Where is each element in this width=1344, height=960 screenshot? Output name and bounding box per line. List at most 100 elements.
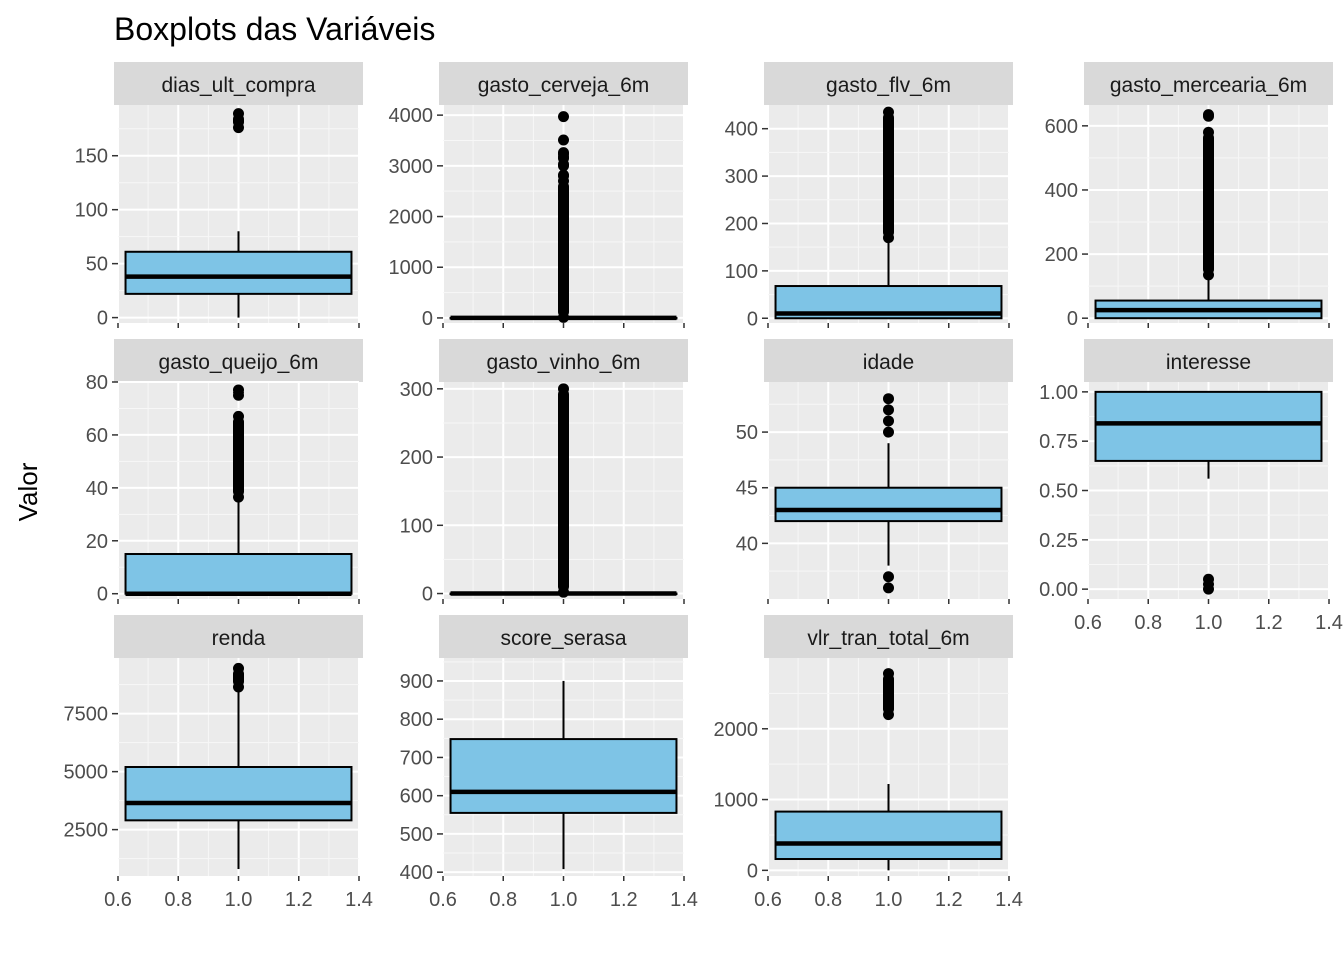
chart-title: Boxplots das Variáveis <box>114 11 435 47</box>
y-tick-label: 2000 <box>714 719 759 741</box>
iqr-box <box>1094 390 1323 462</box>
outlier-point <box>1203 126 1214 138</box>
outlier-point <box>233 681 244 693</box>
outlier-cluster <box>558 181 569 318</box>
iqr-box <box>124 250 353 295</box>
y-tick-label: 500 <box>400 824 433 846</box>
outlier-point <box>233 389 244 401</box>
y-tick-label: 20 <box>86 531 108 553</box>
facet-strip <box>114 339 363 382</box>
outlier-point <box>558 148 569 160</box>
facet-gasto-mercearia-6m: gasto_mercearia_6m 0 200 400 600 <box>1045 62 1333 330</box>
facet-gasto-cerveja-6m: gasto_cerveja_6m 0 1000 2000 3000 4000 <box>389 62 688 330</box>
x-tick-label: 1.4 <box>1315 612 1343 634</box>
y-tick-label: 300 <box>400 379 433 401</box>
y-tick-label: 200 <box>725 213 758 235</box>
facet-gasto-queijo-6m: gasto_queijo_6m 0 20 40 60 80 <box>86 339 363 606</box>
outlier-point <box>233 410 244 422</box>
y-tick-label: 0 <box>97 308 108 330</box>
outlier-point <box>883 426 894 438</box>
facet-strip-label: vlr_tran_total_6m <box>807 627 969 650</box>
y-tick-label: 100 <box>75 200 108 222</box>
facet-strip <box>764 62 1013 105</box>
x-tick-label: 0.8 <box>814 889 842 911</box>
y-tick-label: 5000 <box>64 762 109 784</box>
x-tick-label: 1.0 <box>1195 612 1223 634</box>
facet-vlr-tran-total-6m: vlr_tran_total_6m 0 1000 2000 0.6 0.8 1.0 1.2 1.… <box>714 615 1023 911</box>
outlier-point <box>558 111 569 123</box>
x-tick-label: 1.4 <box>670 889 698 911</box>
iqr-box <box>774 810 1003 861</box>
y-tick-label: 0.50 <box>1039 481 1078 503</box>
outlier-point <box>233 491 244 503</box>
outlier-point <box>1203 583 1214 595</box>
outlier-point <box>883 393 894 405</box>
outlier-point <box>883 415 894 427</box>
y-tick-label: 0.25 <box>1039 530 1078 552</box>
facet-idade: idade 40 45 50 <box>736 339 1013 604</box>
y-tick-label: 0 <box>422 308 433 330</box>
facet-renda: renda 2500 5000 7500 0.6 0.8 1.0 1.2 1.4 <box>64 615 373 911</box>
y-tick-label: 600 <box>1045 116 1078 138</box>
facet-strip-label: gasto_vinho_6m <box>486 351 640 374</box>
outlier-point <box>1203 269 1214 281</box>
outlier-point <box>883 709 894 721</box>
x-tick-label: 1.2 <box>610 889 638 911</box>
y-tick-label: 0.75 <box>1039 431 1078 453</box>
iqr-box <box>449 738 678 814</box>
facet-gasto-vinho-6m: gasto_vinho_6m 0 100 200 300 <box>400 339 688 606</box>
y-tick-label: 7500 <box>64 704 109 726</box>
outlier-point <box>883 582 894 594</box>
outlier-point <box>1203 110 1214 122</box>
outlier-point <box>1203 573 1214 585</box>
outlier-cluster <box>883 673 894 715</box>
facet-strip <box>114 615 363 658</box>
y-tick-label: 400 <box>725 119 758 141</box>
facet-strip-label: idade <box>863 351 914 374</box>
outlier-cluster <box>558 388 569 593</box>
outlier-point <box>233 122 244 134</box>
facet-strip <box>114 62 363 105</box>
outlier-point <box>883 106 894 118</box>
y-tick-label: 40 <box>736 533 758 555</box>
x-tick-label: 1.2 <box>285 889 313 911</box>
y-tick-label: 100 <box>725 261 758 283</box>
x-tick-label: 1.0 <box>550 889 578 911</box>
outlier-point <box>883 668 894 680</box>
outlier-point <box>558 160 569 172</box>
y-tick-label: 60 <box>86 425 108 447</box>
outlier-point <box>883 404 894 416</box>
x-tick-label: 1.2 <box>935 889 963 911</box>
outlier-point <box>558 170 569 182</box>
y-tick-label: 0 <box>422 584 433 606</box>
x-tick-label: 0.8 <box>1134 612 1162 634</box>
y-tick-label: 400 <box>400 862 433 884</box>
facet-strip <box>764 339 1013 382</box>
x-tick-label: 1.0 <box>225 889 253 911</box>
y-tick-label: 300 <box>725 166 758 188</box>
outlier-point <box>558 383 569 395</box>
y-tick-label: 200 <box>1045 244 1078 266</box>
y-tick-label: 600 <box>400 786 433 808</box>
x-tick-label: 1.4 <box>995 889 1023 911</box>
outlier-cluster <box>883 112 894 238</box>
outlier-cluster <box>233 416 244 498</box>
outlier-cluster <box>1203 132 1214 275</box>
x-tick-label: 1.0 <box>875 889 903 911</box>
iqr-box <box>774 486 1003 523</box>
y-tick-label: 100 <box>400 515 433 537</box>
y-tick-label: 1000 <box>389 257 434 279</box>
y-tick-label: 400 <box>1045 180 1078 202</box>
outlier-point <box>558 586 569 598</box>
outlier-point <box>883 232 894 244</box>
y-tick-label: 50 <box>86 254 108 276</box>
x-tick-label: 0.8 <box>489 889 517 911</box>
facet-strip <box>1084 62 1333 105</box>
facet-strip-label: gasto_cerveja_6m <box>478 74 650 97</box>
facet-strip-label: score_serasa <box>500 627 626 650</box>
facet-strip <box>439 62 688 105</box>
y-tick-label: 1.00 <box>1039 382 1078 404</box>
outlier-point <box>233 662 244 674</box>
y-axis-label: Valor <box>13 462 43 521</box>
y-tick-label: 200 <box>400 447 433 469</box>
